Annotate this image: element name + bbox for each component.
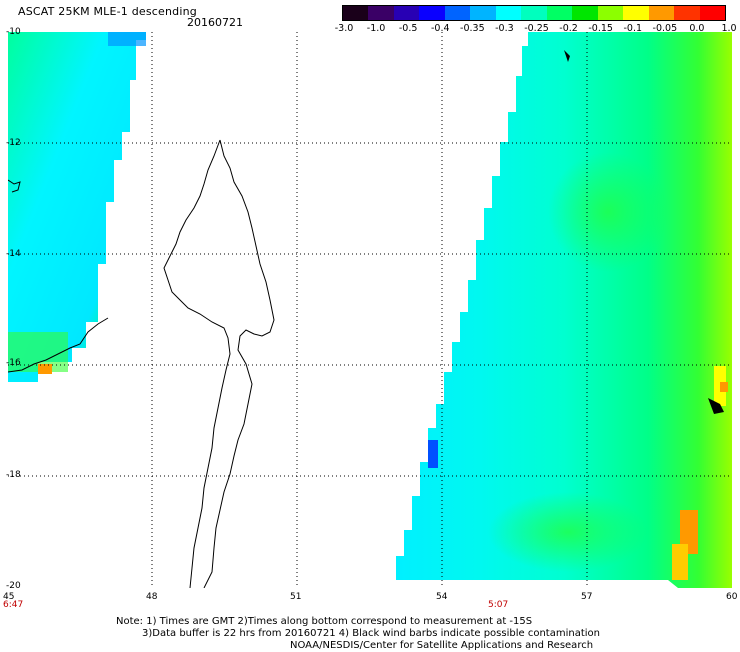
swath-left-orange-cell (38, 364, 52, 374)
swath-left (8, 32, 146, 382)
color-scale-label: 0.0 (689, 23, 705, 34)
x-tick-label: 54 (436, 592, 448, 602)
color-scale-segment (419, 6, 445, 20)
y-tick-label: -10 (6, 27, 21, 37)
color-scale-label: 1.0 (721, 23, 737, 34)
green-field (548, 152, 668, 272)
y-tick-label: -14 (6, 249, 21, 259)
color-scale-labels: -3.0 -1.0 -0.5 -0.4 -0.35 -0.3 -0.25 -0.2 -0.15-… (330, 23, 740, 35)
color-scale-segment (368, 6, 394, 20)
x-tick-label: 48 (146, 592, 158, 602)
color-scale-segment (444, 6, 471, 20)
color-scale-segment (572, 6, 598, 20)
color-scale-segment (521, 6, 547, 20)
color-scale-segment (343, 6, 369, 20)
y-tick-label: -18 (6, 470, 21, 480)
footer-note-2: 3)Data buffer is 22 hrs from 20160721 4)… (142, 628, 600, 639)
color-scale-label: -0.1 (623, 23, 643, 34)
swath-left-blue-patch (108, 32, 146, 46)
green-field (488, 492, 648, 572)
map-canvas (8, 32, 732, 588)
color-scale-label: -0.35 (460, 23, 485, 34)
color-scale-label: -1.0 (366, 23, 386, 34)
color-scale-label: -0.15 (588, 23, 613, 34)
orange-cells (680, 510, 698, 554)
color-scale-label: -0.5 (398, 23, 418, 34)
color-scale-segment (648, 6, 675, 20)
x-tick-label: 60 (726, 592, 738, 602)
x-tick-label: 51 (290, 592, 302, 602)
color-scale-segment (597, 6, 624, 20)
product-date: 20160721 (187, 16, 243, 29)
orange-cell (720, 382, 728, 392)
x-tick-label: 57 (581, 592, 593, 602)
gridlines (8, 32, 732, 588)
color-scale-segment (623, 6, 649, 20)
map-area (8, 32, 732, 588)
color-scale-label: -0.3 (495, 23, 514, 34)
time-label: 5:07 (488, 600, 509, 610)
color-scale-label: -0.2 (559, 23, 578, 34)
yellow-cells (672, 544, 688, 580)
color-scale-segment (546, 6, 573, 20)
color-scale-bar (342, 5, 726, 21)
color-scale-label: -3.0 (334, 23, 354, 34)
color-scale-segment (699, 6, 726, 20)
footer-note-1: Note: 1) Times are GMT 2)Times along bot… (116, 616, 533, 627)
product-title: ASCAT 25KM MLE-1 descending (18, 5, 197, 18)
color-scale-segment (674, 6, 700, 20)
footer-credit: NOAA/NESDIS/Center for Satellite Applica… (290, 640, 594, 651)
mainland-coastline (8, 317, 109, 373)
blue-cell (428, 440, 438, 468)
time-label: 6:47 (3, 600, 24, 610)
color-scale-label: -0.4 (430, 23, 450, 34)
color-scale-label: -0.05 (652, 23, 678, 34)
madagascar-coastline (163, 139, 275, 588)
color-scale-segment (470, 6, 496, 20)
color-scale-label: -0.25 (524, 23, 549, 34)
color-scale-segment (393, 6, 420, 20)
mainland-coastline (8, 179, 21, 193)
x-tick-label: 45 (3, 592, 15, 602)
y-tick-label: -12 (6, 138, 21, 148)
y-tick-label: -16 (6, 358, 21, 368)
y-tick-label: -20 (6, 581, 21, 591)
color-scale-segment (495, 6, 522, 20)
